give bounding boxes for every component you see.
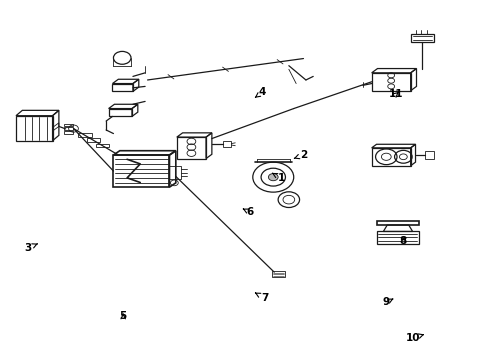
Text: 4: 4 xyxy=(255,87,266,98)
Text: 7: 7 xyxy=(255,293,268,303)
Text: 9: 9 xyxy=(383,297,393,307)
Text: 10: 10 xyxy=(406,333,423,343)
Text: 3: 3 xyxy=(24,243,37,253)
Text: 6: 6 xyxy=(243,207,253,217)
Text: 8: 8 xyxy=(400,236,407,246)
Circle shape xyxy=(269,174,278,181)
Text: 5: 5 xyxy=(120,311,127,321)
Text: 11: 11 xyxy=(389,89,403,99)
Text: 1: 1 xyxy=(272,173,285,183)
Text: 2: 2 xyxy=(294,150,307,160)
